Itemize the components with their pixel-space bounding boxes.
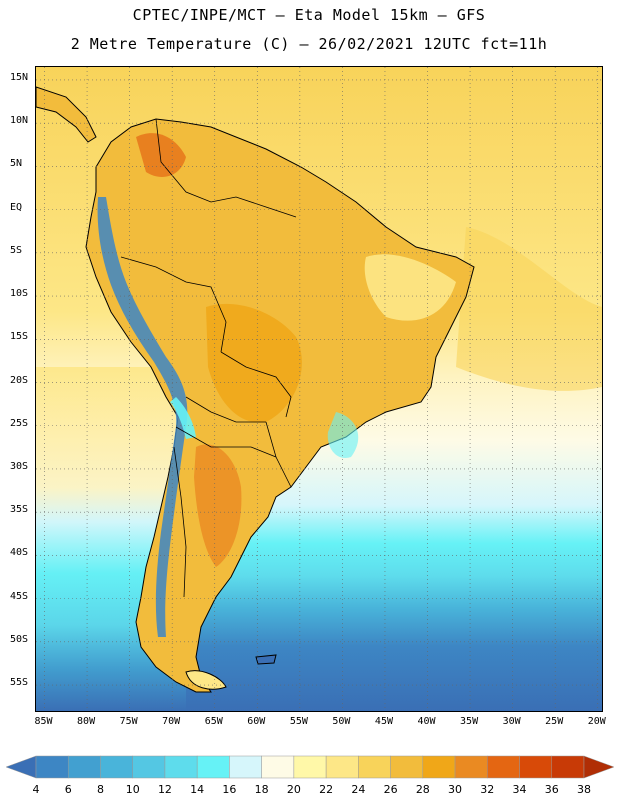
colorbar-tick-label: 10 — [125, 783, 140, 796]
colorbar-bin — [132, 755, 166, 779]
map-panel — [35, 66, 603, 712]
latitude-label: 10N — [10, 115, 29, 127]
central-america-land — [36, 86, 97, 143]
mild-region-northeast — [364, 254, 456, 321]
colorbar-bin — [454, 755, 488, 779]
warm-ocean-band — [456, 227, 602, 391]
hot-region-central — [206, 303, 302, 423]
colorbar-bin — [229, 755, 262, 779]
colorbar-bin — [293, 755, 327, 779]
colorbar-tick-label: 16 — [222, 783, 237, 796]
colorbar-tick-label: 24 — [351, 783, 366, 796]
colorbar-tick-label: 30 — [448, 783, 463, 796]
colorbar-tick-label: 28 — [415, 783, 430, 796]
colorbar-bin — [422, 755, 456, 779]
colorbar-bin — [100, 755, 133, 779]
colorbar-bin — [519, 755, 553, 779]
colorbar-bin — [325, 755, 359, 779]
colorbar-upper-triangle — [583, 755, 614, 779]
colorbar-tick-label: 26 — [383, 783, 398, 796]
longitude-label: 65W — [204, 716, 223, 727]
longitude-label: 35W — [460, 716, 479, 727]
longitude-label: 70W — [162, 716, 181, 727]
longitude-label: 30W — [502, 716, 521, 727]
graticule — [36, 67, 602, 711]
colorbar-tick-label: 34 — [512, 783, 527, 796]
colorbar-tick-label: 36 — [544, 783, 559, 796]
andes-cold-ridge — [97, 197, 188, 637]
colorbar-bin — [551, 755, 585, 779]
colorbar-bin — [390, 755, 424, 779]
latitude-label: 10S — [10, 288, 29, 300]
colorbar-tick-label: 12 — [157, 783, 172, 796]
longitude-label: 50W — [332, 716, 351, 727]
latitude-label: 5N — [10, 158, 23, 170]
colorbar-tick-label: 22 — [319, 783, 334, 796]
latitude-label: 55S — [10, 677, 29, 689]
longitude-label: 45W — [374, 716, 393, 727]
colorbar-lower-triangle — [6, 755, 37, 779]
latitude-label: 15N — [10, 71, 29, 83]
hot-region-argentina — [194, 444, 242, 567]
longitude-label: 20W — [587, 716, 606, 727]
latitude-label: 5S — [10, 244, 23, 256]
colorbar-bin — [261, 755, 295, 779]
hot-region-north — [136, 133, 186, 177]
longitude-label: 85W — [34, 716, 53, 727]
southeast-cool-patch — [327, 412, 359, 458]
chart-title-line2: 2 Metre Temperature (C) – 26/02/2021 12U… — [70, 35, 548, 53]
longitude-label: 25W — [545, 716, 564, 727]
colorbar-tick-label: 4 — [32, 783, 40, 796]
colorbar-bin — [196, 755, 230, 779]
longitude-label: 55W — [289, 716, 308, 727]
colorbar-bin — [67, 755, 101, 779]
falkland-islands — [255, 654, 277, 665]
colorbar-tick-label: 20 — [286, 783, 301, 796]
colorbar-bin — [35, 755, 69, 779]
latitude-label: EQ — [10, 201, 23, 213]
latitude-label: 35S — [10, 504, 29, 516]
latitude-label: 45S — [10, 590, 29, 602]
country-borders — [120, 118, 297, 598]
colorbar-tick-label: 8 — [96, 783, 104, 796]
latitude-label: 30S — [10, 460, 29, 472]
chart-title-line1: CPTEC/INPE/MCT – Eta Model 15km – GFS — [132, 6, 486, 24]
altiplano-cool — [170, 397, 196, 439]
colorbar-tick-label: 6 — [64, 783, 72, 796]
longitude-label: 75W — [119, 716, 138, 727]
colorbar — [6, 755, 614, 779]
latitude-label: 40S — [10, 547, 29, 559]
longitude-label: 80W — [77, 716, 96, 727]
tierra-del-fuego — [185, 670, 227, 690]
latitude-label: 50S — [10, 633, 29, 645]
colorbar-bin — [358, 755, 391, 779]
latitude-label: 15S — [10, 331, 29, 343]
latitude-label: 25S — [10, 417, 29, 429]
colorbar-bin — [164, 755, 198, 779]
colorbar-tick-label: 18 — [254, 783, 269, 796]
colorbar-tick-label: 14 — [190, 783, 205, 796]
longitude-label: 40W — [417, 716, 436, 727]
latitude-label: 20S — [10, 374, 29, 386]
longitude-label: 60W — [247, 716, 266, 727]
temperature-map — [36, 67, 602, 711]
colorbar-tick-label: 38 — [577, 783, 591, 796]
colorbar-tick-label: 32 — [480, 783, 495, 796]
colorbar-bin — [487, 755, 520, 779]
